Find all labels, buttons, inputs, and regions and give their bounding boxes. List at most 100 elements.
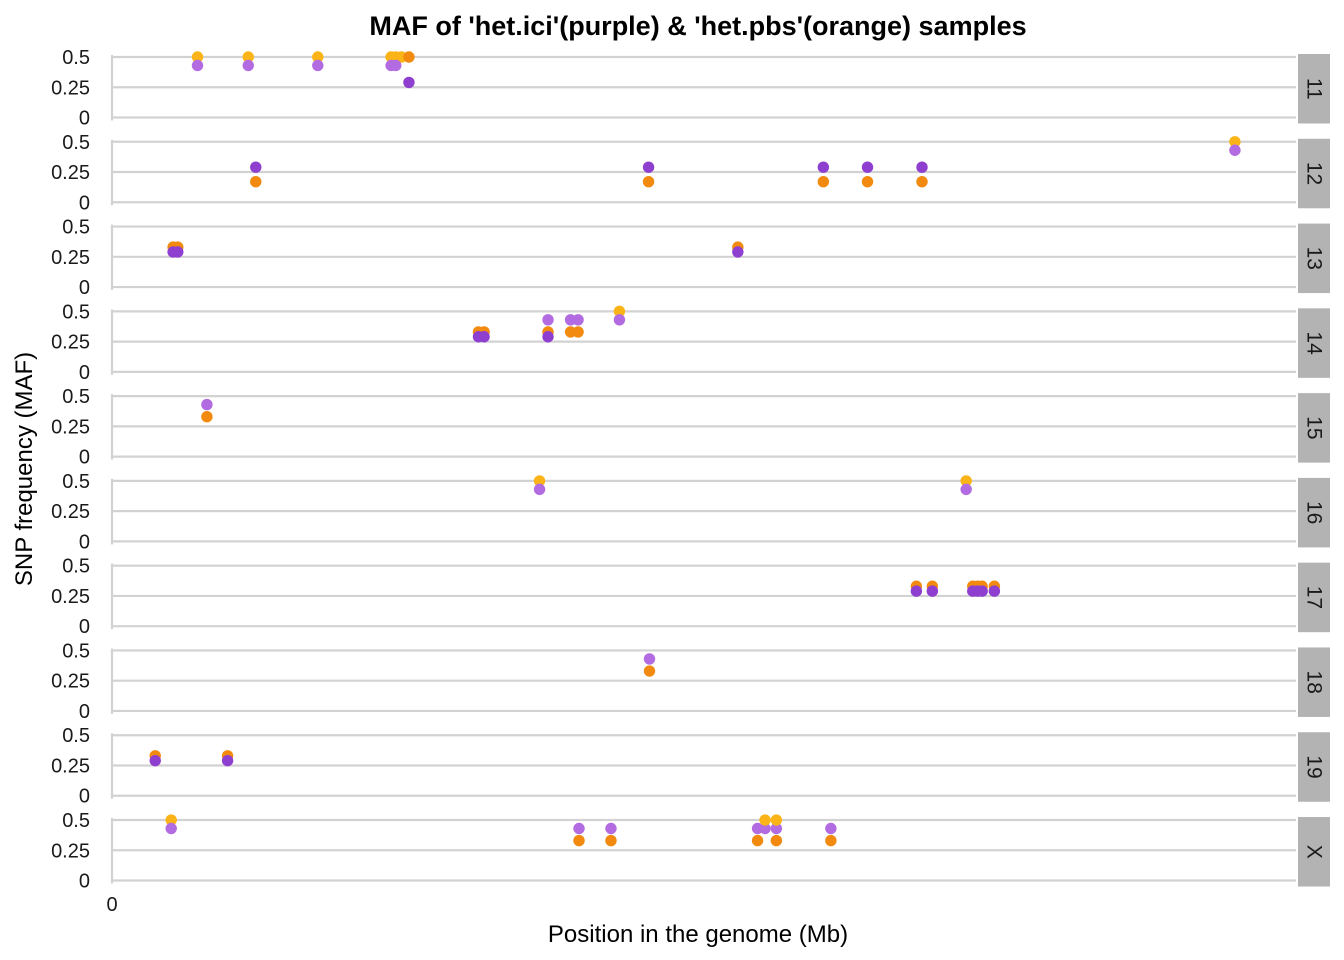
facet-strip xyxy=(1298,308,1330,378)
facet-strip-label: 13 xyxy=(1303,247,1326,270)
x-axis-label: Position in the genome (Mb) xyxy=(548,921,848,948)
data-point xyxy=(312,59,324,72)
data-point xyxy=(910,585,923,597)
facet-strip xyxy=(1298,138,1330,209)
data-point xyxy=(988,585,1001,597)
facet-strip-label: 15 xyxy=(1303,416,1326,439)
data-point xyxy=(172,246,184,258)
data-point xyxy=(533,483,546,496)
y-tick-label: 0.5 xyxy=(62,725,90,747)
y-tick-label: 0.25 xyxy=(51,332,90,354)
facet-panel: 0 0.25 0.5 13 xyxy=(51,217,1330,299)
y-tick-label: 0 xyxy=(79,531,90,553)
facet-panel: 0 0.25 0.5 X xyxy=(51,810,1330,893)
y-tick-label: 0.25 xyxy=(51,755,90,777)
data-point xyxy=(643,653,656,665)
data-point xyxy=(572,326,584,338)
data-point xyxy=(759,822,771,835)
facet-strip-label: 18 xyxy=(1303,671,1326,694)
facet-strip xyxy=(1298,223,1330,294)
chart-title: MAF of 'het.ici'(purple) & 'het.pbs'(ora… xyxy=(369,11,1026,41)
data-point xyxy=(542,314,554,326)
y-tick-label: 0 xyxy=(79,871,90,893)
facet-strip xyxy=(1298,817,1330,887)
y-tick-label: 0.5 xyxy=(62,556,90,578)
data-point xyxy=(165,822,177,835)
data-point xyxy=(613,314,626,326)
facet-strip xyxy=(1298,732,1330,802)
data-point xyxy=(642,161,655,173)
y-tick-label: 0.25 xyxy=(51,247,90,269)
data-point xyxy=(960,483,972,496)
y-tick-label: 0.5 xyxy=(62,47,90,69)
facet-panel: 0 0.25 0.5 14 xyxy=(51,301,1330,384)
facet-panel: 0 0.25 0.5 19 xyxy=(51,725,1330,808)
data-point xyxy=(613,305,626,318)
facet-strip xyxy=(1298,647,1330,717)
y-tick-label: 0.5 xyxy=(62,386,90,408)
facet-strip-label: X xyxy=(1303,845,1326,859)
facet-strip xyxy=(1298,562,1330,633)
data-point xyxy=(1229,136,1241,148)
data-point xyxy=(643,665,656,677)
data-point xyxy=(201,410,213,423)
y-axis-label: SNP frequency (MAF) xyxy=(11,352,38,586)
y-tick-label: 0.5 xyxy=(62,471,90,493)
data-point xyxy=(221,754,234,767)
data-point xyxy=(825,822,837,835)
facet-panel: 0 0.25 0.5 18 xyxy=(51,640,1330,723)
y-tick-label: 0.5 xyxy=(62,132,90,154)
data-point xyxy=(573,822,585,835)
data-point xyxy=(403,76,415,89)
data-point xyxy=(926,585,939,597)
data-point xyxy=(573,834,585,847)
data-point xyxy=(861,161,874,173)
y-tick-label: 0.25 xyxy=(51,501,90,523)
facet-strip-label: 14 xyxy=(1303,331,1326,355)
facet-panel: 0 0.25 0.5 15 xyxy=(51,386,1330,469)
facet-strip xyxy=(1298,393,1330,463)
facet-panel: 0 0.25 0.5 17 xyxy=(51,556,1330,638)
y-tick-label: 0 xyxy=(79,277,90,299)
y-tick-label: 0 xyxy=(79,362,90,384)
facet-strip-label: 17 xyxy=(1303,586,1326,609)
facet-panel: 0 0.25 0.5 16 xyxy=(51,471,1330,553)
facet-strip-label: 16 xyxy=(1303,501,1326,524)
y-tick-label: 0 xyxy=(79,786,90,808)
y-tick-label: 0.25 xyxy=(51,162,90,184)
y-tick-label: 0.5 xyxy=(62,810,90,832)
data-point xyxy=(605,822,617,835)
data-point xyxy=(642,176,655,188)
data-point xyxy=(751,834,764,847)
data-point xyxy=(242,51,254,63)
data-point xyxy=(572,314,584,326)
facet-strip-label: 12 xyxy=(1303,162,1326,185)
y-tick-label: 0.25 xyxy=(51,840,90,862)
data-point xyxy=(605,834,617,847)
data-point xyxy=(825,834,837,847)
facet-panel: 0 0.25 0.5 12 xyxy=(51,132,1330,214)
data-point xyxy=(817,176,830,188)
data-point xyxy=(770,822,783,835)
y-tick-label: 0 xyxy=(79,108,90,130)
facet-panel: 0 0.25 0.5 11 xyxy=(51,47,1330,130)
x-tick-label: 0 xyxy=(106,894,117,916)
y-tick-label: 0 xyxy=(79,192,90,214)
y-tick-label: 0 xyxy=(79,616,90,638)
data-point xyxy=(770,814,783,826)
data-point xyxy=(916,161,928,173)
data-point xyxy=(1229,144,1241,156)
data-point xyxy=(250,161,262,173)
data-point xyxy=(191,51,204,63)
data-point xyxy=(312,51,324,63)
y-tick-label: 0.25 xyxy=(51,416,90,438)
data-point xyxy=(861,176,874,188)
data-point xyxy=(250,176,262,188)
y-tick-label: 0 xyxy=(79,447,90,469)
y-tick-label: 0.25 xyxy=(51,586,90,608)
data-point xyxy=(916,176,928,188)
data-point xyxy=(242,59,254,72)
data-point xyxy=(403,51,415,63)
data-point xyxy=(478,331,490,343)
y-tick-label: 0.5 xyxy=(62,640,90,662)
